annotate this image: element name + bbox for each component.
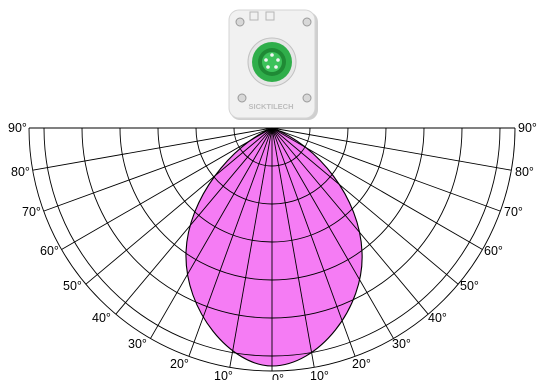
top-clip [265,11,275,21]
angle-label: 60° [40,244,59,258]
grid-spoke [188,127,273,357]
grid-spoke [32,127,273,171]
angle-label: 30° [128,337,147,351]
polar-grid [28,127,516,372]
grid-spoke [271,127,501,212]
angle-labels: 90° 80° 70° 60° 50° 40° 30° 20° 10° 0° 10° 20° 30° 40… [8,121,537,385]
grid-spoke [271,127,512,171]
sensor-brand-text: SICKTILECH [249,102,294,111]
angle-label: 10° [214,369,233,380]
beam-pattern-lobe [185,127,363,367]
screw-icon [235,17,245,27]
angle-label: 50° [460,279,479,293]
grid-spoke [85,127,273,285]
grid-spoke [271,127,429,315]
angle-label: 70° [22,205,41,219]
angle-label: 90° [8,121,27,135]
grid-spoke [271,127,483,250]
angle-label: 80° [11,165,30,179]
angle-label: 40° [428,311,447,325]
angle-label: 60° [484,244,503,258]
screw-icon [302,17,312,27]
grid-spoke [229,127,273,368]
screw-icon [302,93,312,103]
sensor-device-icon: SICKTILECH [228,9,318,120]
screw-icon [237,93,247,103]
grid-spoke [43,127,273,212]
angle-label: 30° [392,337,411,351]
angle-label: 90° [518,121,537,135]
grid-spoke [271,127,459,285]
m12-connector-icon [247,37,297,87]
grid-spoke [271,127,315,368]
angle-label-zero: 0° [272,372,284,380]
grid-spoke [271,127,356,357]
angle-label: 10° [310,369,329,380]
top-clip [249,11,259,21]
grid-spoke [271,127,394,339]
angle-label: 70° [504,205,523,219]
grid-spoke [150,127,273,339]
grid-spoke [61,127,273,250]
angle-label: 80° [515,165,534,179]
angle-label: 20° [170,357,189,371]
angle-label: 50° [63,279,82,293]
grid-spoke [115,127,273,315]
angle-label: 40° [92,311,111,325]
angle-label: 20° [352,357,371,371]
